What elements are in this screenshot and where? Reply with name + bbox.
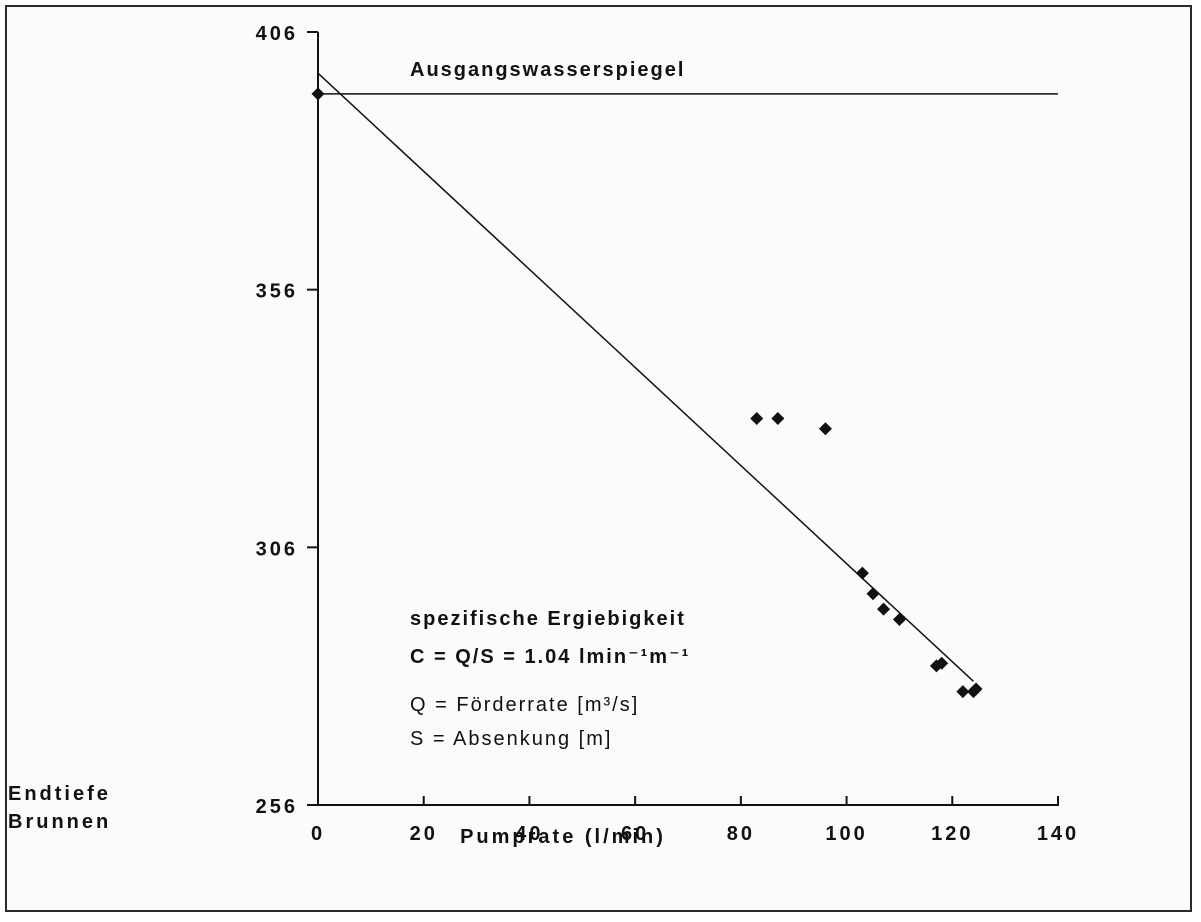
data-point	[969, 682, 983, 696]
chart-frame	[5, 5, 1192, 912]
data-point	[935, 656, 949, 670]
baseline-label: Ausgangswasserspiegel	[410, 59, 685, 81]
y-bottom-label-line1: Endtiefe	[8, 783, 111, 805]
annotation-s-definition: S = Absenkung [m]	[410, 728, 612, 750]
x-axis-title: Pumprate (l/min)	[460, 826, 666, 848]
data-point	[771, 412, 785, 425]
x-tick-label: 0	[311, 823, 325, 845]
annotation-formula: C = Q/S = 1.04 lmin⁻¹m⁻¹	[410, 646, 690, 668]
x-tick-label: 80	[727, 823, 755, 845]
x-tick-label: 20	[410, 823, 438, 845]
y-tick-label: 306	[256, 538, 298, 560]
data-point	[956, 685, 970, 699]
y-tick-label: 356	[256, 281, 298, 303]
y-bottom-label-line2: Brunnen	[8, 811, 111, 833]
data-point	[877, 602, 891, 616]
annotation-title: spezifische Ergiebigkeit	[410, 608, 686, 630]
data-point	[818, 422, 832, 436]
x-tick-label: 120	[931, 823, 973, 845]
x-tick-label: 40	[515, 823, 543, 845]
data-point	[892, 612, 906, 626]
data-point	[311, 87, 325, 101]
regression-line	[317, 72, 974, 682]
x-tick-label: 100	[825, 823, 867, 845]
annotation-q-definition: Q = Förderrate [m³/s]	[410, 694, 639, 716]
data-point	[855, 566, 869, 580]
y-tick-label: 256	[256, 796, 298, 818]
data-point	[750, 412, 764, 425]
y-tick-label: 406	[256, 23, 298, 45]
x-tick-label: 140	[1037, 823, 1079, 845]
x-tick-label: 60	[621, 823, 649, 845]
data-point	[866, 587, 880, 601]
